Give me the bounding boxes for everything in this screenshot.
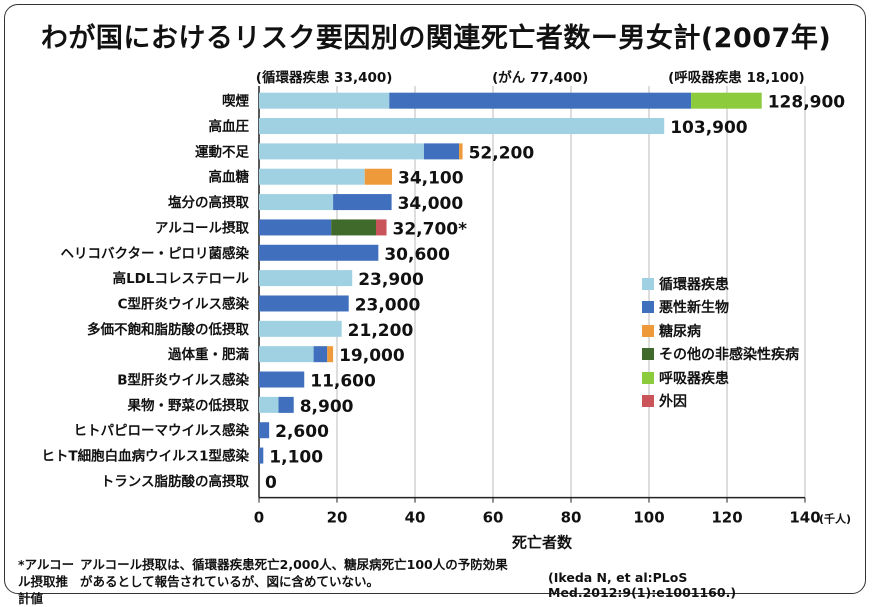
bar-segment: [389, 92, 692, 109]
category-label: 過体重・肥満: [167, 346, 249, 363]
category-label: ヘリコバクター・ピロリ菌感染: [61, 245, 250, 262]
bar-segment: [259, 396, 279, 413]
legend-swatch: [642, 277, 654, 290]
total-label: 128,900: [768, 93, 846, 113]
legend-label: 循環器疾患: [659, 276, 729, 293]
bar-segment: [423, 143, 460, 160]
legend-item: 糖尿病: [642, 319, 799, 343]
bar-segment: [691, 92, 762, 109]
total-label: 0: [265, 473, 277, 493]
legend-label: 悪性新生物: [659, 300, 729, 317]
legend-label: 呼吸器疾患: [659, 370, 729, 387]
category-label: 高血糖: [209, 169, 250, 186]
bar-segment: [459, 143, 463, 160]
category-label: トランス脂肪酸の高摂取: [101, 473, 250, 490]
bar-segment: [333, 194, 392, 211]
top-annotation: (がん 77,400): [492, 69, 588, 86]
total-label: 2,600: [275, 422, 329, 442]
category-label: ヒトT細胞白血病ウイルス1型感染: [41, 448, 249, 465]
category-label: C型肝炎ウイルス感染: [118, 295, 250, 312]
bar-segment: [259, 320, 342, 337]
category-label: 果物・野菜の低摂取: [128, 397, 250, 414]
x-tick-label: 100: [633, 509, 664, 527]
total-label: 21,200: [348, 321, 414, 341]
total-label: 34,000: [398, 194, 464, 214]
bar-segment: [331, 219, 376, 236]
bar-segment: [327, 346, 334, 363]
total-label: 23,900: [358, 270, 424, 290]
legend-swatch: [642, 348, 654, 361]
legend-swatch: [642, 395, 654, 408]
total-label: 32,700*: [393, 219, 468, 239]
total-label: 8,900: [300, 397, 354, 417]
legend-label: 糖尿病: [659, 323, 701, 340]
bar-segment: [259, 244, 379, 261]
x-tick-label: 0: [254, 509, 264, 527]
bar-segment: [259, 92, 390, 109]
bar-segment: [259, 422, 270, 439]
x-axis-unit: (千人): [819, 512, 851, 526]
bar-segment: [376, 219, 387, 236]
bar-segment: [278, 396, 294, 413]
total-label: 23,000: [355, 295, 421, 315]
chart-legend: 循環器疾患悪性新生物糖尿病その他の非感染性疾病 呼吸器疾患外因: [642, 272, 799, 413]
category-label: B型肝炎ウイルス感染: [117, 372, 249, 389]
bar-segment: [259, 270, 353, 287]
category-label: 運動不足: [195, 143, 249, 160]
category-label: 多価不飽和脂肪酸の低摂取: [87, 321, 249, 338]
x-tick-label: 20: [327, 509, 348, 527]
total-label: 1,100: [269, 448, 323, 468]
bar-segment: [259, 118, 665, 135]
x-tick-label: 120: [711, 509, 742, 527]
total-label: 52,200: [469, 143, 535, 163]
category-label: ヒトパピローマウイルス感染: [74, 422, 250, 439]
x-tick-label: 140: [789, 509, 820, 527]
bar-segment: [259, 168, 365, 185]
legend-swatch: [642, 324, 654, 337]
legend-swatch: [642, 301, 654, 314]
category-label: 塩分の高摂取: [168, 194, 249, 211]
x-tick-label: 40: [405, 509, 426, 527]
bar-segment: [259, 346, 314, 363]
legend-item: 外因: [642, 390, 799, 414]
legend-item: 呼吸器疾患: [642, 366, 799, 390]
x-tick-label: 60: [483, 509, 504, 527]
bar-segment: [259, 295, 349, 312]
legend-swatch: [642, 371, 654, 384]
citation: (Ikeda N, et al:PLoS Med.2012:9(1):e1001…: [548, 570, 737, 600]
legend-item: 循環器疾患: [642, 272, 799, 296]
top-annotation: (循環器疾患 33,400): [256, 69, 393, 86]
bar-segment: [259, 447, 264, 464]
top-annotation: (呼吸器疾患 18,100): [668, 69, 805, 86]
total-label: 103,900: [670, 118, 748, 138]
bar-segment: [259, 194, 334, 211]
bar-segment: [313, 346, 328, 363]
legend-item: その他の非感染性疾病: [642, 343, 799, 367]
x-tick-label: 80: [561, 509, 582, 527]
legend-label: 外因: [659, 394, 687, 411]
chart-frame: [4, 4, 866, 594]
total-label: 11,600: [310, 372, 376, 392]
category-label: 喫煙: [222, 93, 249, 110]
category-label: アルコール摂取: [155, 219, 250, 236]
x-axis-title: 死亡者数: [512, 534, 573, 552]
legend-item: 悪性新生物: [642, 296, 799, 320]
category-label: 高LDLコレステロール: [113, 270, 250, 287]
category-label: 高血圧: [209, 118, 250, 135]
footnote-text: アルコール摂取は、循環器疾患死亡2,000人、糖尿病死亡100人の予防効果がある…: [80, 557, 508, 589]
legend-label: その他の非感染性疾病: [659, 347, 799, 364]
bar-segment: [259, 143, 424, 160]
bar-segment: [259, 219, 332, 236]
total-label: 19,000: [339, 346, 405, 366]
bar-segment: [259, 371, 305, 388]
bar-segment: [364, 168, 392, 185]
footnote-mark: *アルコール摂取推計値: [18, 557, 75, 606]
chart-title: わが国におけるリスク要因別の関連死亡者数ー男女計(2007年): [40, 23, 832, 54]
total-label: 34,100: [398, 169, 464, 189]
total-label: 30,600: [384, 245, 450, 265]
